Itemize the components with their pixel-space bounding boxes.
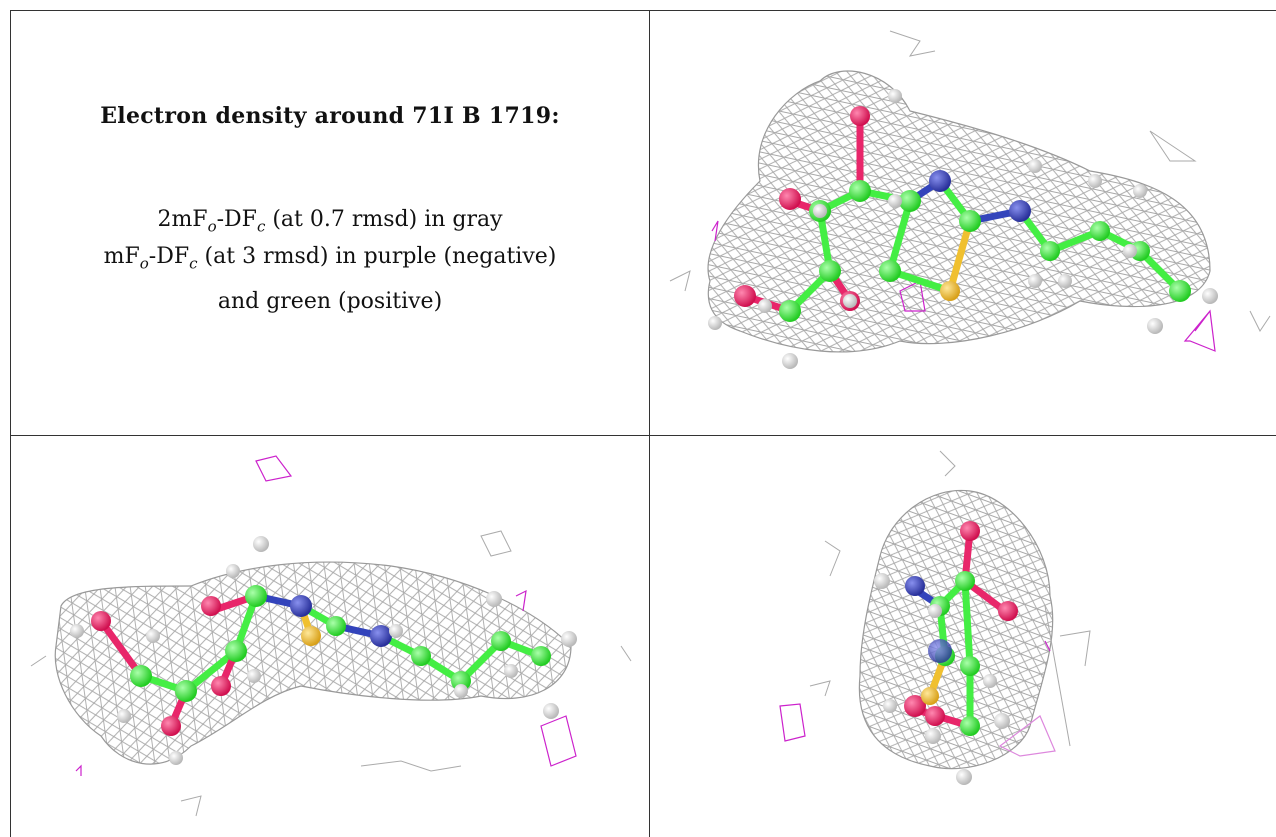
caption-cell: Electron density around 71I B 1719: 2mFo… xyxy=(11,11,649,435)
caption-title: Electron density around 71I B 1719: xyxy=(100,103,560,129)
density-view-bottom-left xyxy=(11,436,649,837)
density-view-bottom-right xyxy=(650,436,1276,837)
gray-density-mesh xyxy=(858,489,1054,770)
caption-line-positive: and green (positive) xyxy=(217,289,443,314)
table-frame xyxy=(10,10,1276,837)
caption-line-2fo: 2mFo-DFc (at 0.7 rmsd) in gray xyxy=(157,207,503,236)
caption-line-fo: mFo-DFc (at 3 rmsd) in purple (negative) xyxy=(103,244,557,273)
row-divider xyxy=(10,435,1276,436)
column-divider xyxy=(649,10,650,837)
gray-density-mesh xyxy=(54,561,572,765)
density-view-top-right xyxy=(650,11,1276,435)
